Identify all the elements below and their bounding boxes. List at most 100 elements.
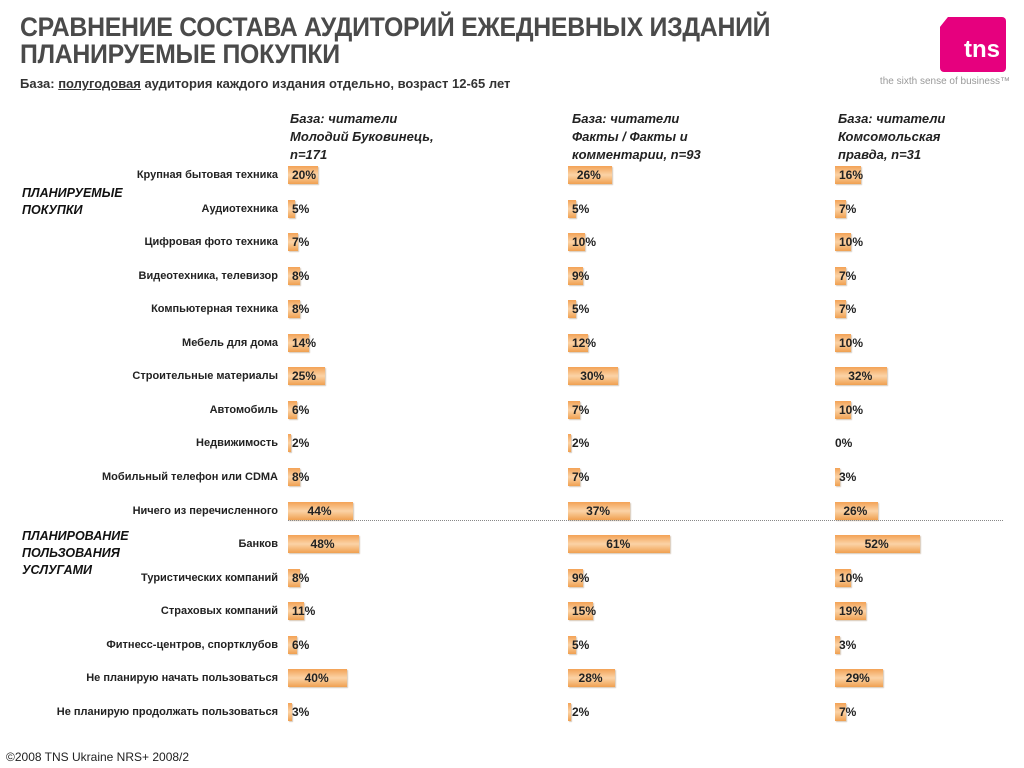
- bar-1-13: [568, 602, 594, 621]
- data-label: 26%: [576, 168, 601, 182]
- data-label: 29%: [845, 671, 870, 686]
- bar-2-3: [835, 266, 847, 285]
- column-header-1: База: читатели Факты / Факты и комментар…: [572, 111, 701, 162]
- data-label: 15%: [572, 604, 597, 619]
- subtitle-prefix: База:: [20, 76, 59, 91]
- data-label: 40%: [304, 671, 329, 686]
- category-label: Видеотехника, телевизор: [138, 269, 279, 282]
- data-label: 61%: [606, 537, 631, 552]
- data-label: 19%: [839, 604, 864, 619]
- bar-0-4: [288, 300, 300, 319]
- data-label: 10%: [839, 402, 864, 417]
- page-title: СРАВНЕНИЕ СОСТАВА АУДИТОРИЙ ЕЖЕДНЕВНЫХ И…: [20, 12, 771, 69]
- bar-2-16: [835, 702, 847, 721]
- data-label: 3%: [292, 704, 310, 719]
- bar-1-3: [568, 266, 584, 285]
- bar-0-16: [288, 702, 293, 721]
- tns-logo: tns: [940, 17, 1006, 72]
- bar-1-4: [568, 300, 577, 319]
- bar-2-0: [835, 166, 862, 184]
- category-label: Недвижимость: [196, 437, 278, 450]
- data-label: 5%: [572, 201, 590, 216]
- bar-1-9: [568, 468, 580, 487]
- data-label: 8%: [292, 268, 310, 283]
- bar-0-10: [288, 501, 354, 520]
- bar-1-16: [568, 702, 572, 721]
- data-label: 2%: [572, 704, 590, 719]
- data-label: 8%: [292, 470, 310, 485]
- bar-0-14: [288, 635, 297, 654]
- bar-0-15: [288, 669, 348, 688]
- category-label: Фитнесс-центров, спортклубов: [106, 638, 278, 651]
- data-label: 12%: [572, 335, 597, 350]
- category-label: Туристических компаний: [141, 571, 278, 584]
- bar-1-10: [568, 501, 631, 520]
- bar-0-1: [288, 199, 296, 218]
- bar-0-6: [288, 367, 325, 386]
- title-line-2: ПЛАНИРУЕМЫЕ ПОКУПКИ: [20, 39, 340, 69]
- category-label: Компьютерная техника: [151, 303, 278, 316]
- data-label: 20%: [292, 168, 317, 182]
- bar-0-7: [288, 400, 297, 419]
- category-label: Не планирую начать пользоваться: [86, 672, 278, 685]
- data-label: 7%: [839, 704, 857, 719]
- bar-1-8: [568, 434, 572, 453]
- data-label: 44%: [307, 503, 332, 518]
- category-label: Банков: [238, 538, 278, 551]
- subtitle: База: полугодовая аудитория каждого изда…: [20, 76, 510, 91]
- bar-2-9: [835, 468, 840, 487]
- data-label: 6%: [292, 637, 310, 652]
- bar-1-7: [568, 400, 580, 419]
- column-header-0: База: читатели Молодий Буковинець, n=171: [290, 111, 434, 162]
- subtitle-underlined: полугодовая: [58, 76, 141, 91]
- bar-2-7: [835, 400, 852, 419]
- bar-2-6: [835, 367, 888, 386]
- data-label: 28%: [578, 671, 603, 686]
- data-label: 9%: [572, 268, 590, 283]
- data-label: 25%: [292, 369, 317, 384]
- data-label: 5%: [572, 637, 590, 652]
- bar-0-2: [288, 233, 299, 252]
- column-header-2: База: читатели Комсомольская правда, n=3…: [838, 111, 946, 162]
- subtitle-rest: аудитория каждого издания отдельно, возр…: [140, 76, 511, 91]
- bar-2-11: [835, 535, 921, 554]
- category-label: Страховых компаний: [160, 605, 278, 618]
- bar-1-1: [568, 199, 577, 218]
- data-label: 2%: [572, 436, 590, 451]
- section-divider: [288, 520, 1003, 521]
- category-label: Мебель для дома: [182, 336, 278, 349]
- data-label: 16%: [839, 168, 864, 182]
- data-label: 52%: [864, 537, 889, 552]
- data-label: 11%: [292, 604, 316, 619]
- bar-1-14: [568, 635, 577, 654]
- data-label: 5%: [572, 302, 590, 317]
- section-label-1: ПЛАНИРОВАНИЕ ПОЛЬЗОВАНИЯ УСЛУГАМИ: [22, 529, 129, 577]
- bar-2-14: [835, 635, 840, 654]
- bar-2-1: [835, 199, 847, 218]
- title-line-1: СРАВНЕНИЕ СОСТАВА АУДИТОРИЙ ЕЖЕДНЕВНЫХ И…: [20, 12, 771, 42]
- bar-2-4: [835, 300, 847, 319]
- data-label: 10%: [572, 235, 597, 250]
- data-label: 10%: [839, 335, 864, 350]
- data-label: 5%: [292, 201, 310, 216]
- bar-0-13: [288, 602, 305, 621]
- data-label: 14%: [292, 335, 317, 350]
- data-label: 7%: [572, 402, 590, 417]
- data-label: 10%: [839, 235, 864, 250]
- data-label: 10%: [839, 570, 864, 585]
- data-label: 8%: [292, 570, 310, 585]
- bar-0-11: [288, 535, 360, 554]
- bar-2-15: [835, 669, 883, 688]
- category-label: Строительные материалы: [132, 370, 278, 383]
- data-label: 0%: [835, 436, 853, 451]
- category-label: Не планирую продолжать пользоваться: [56, 705, 278, 718]
- data-label: 7%: [839, 268, 857, 283]
- category-label: Автомобиль: [209, 403, 278, 416]
- bar-1-5: [568, 333, 589, 352]
- bar-2-2: [835, 233, 852, 252]
- data-label: 32%: [848, 369, 873, 384]
- bar-0-0: [288, 166, 318, 184]
- category-label: Крупная бытовая техника: [136, 169, 278, 181]
- data-label: 3%: [839, 637, 857, 652]
- data-label: 6%: [292, 402, 310, 417]
